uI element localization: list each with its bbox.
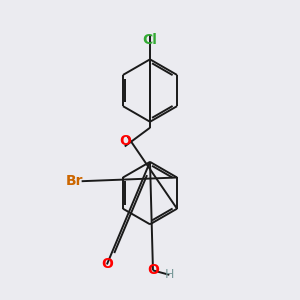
Text: O: O <box>119 134 131 148</box>
Text: Cl: Cl <box>142 33 158 47</box>
Text: H: H <box>165 268 174 281</box>
Text: O: O <box>147 263 159 278</box>
Text: O: O <box>101 257 113 272</box>
Text: Br: Br <box>65 174 83 188</box>
